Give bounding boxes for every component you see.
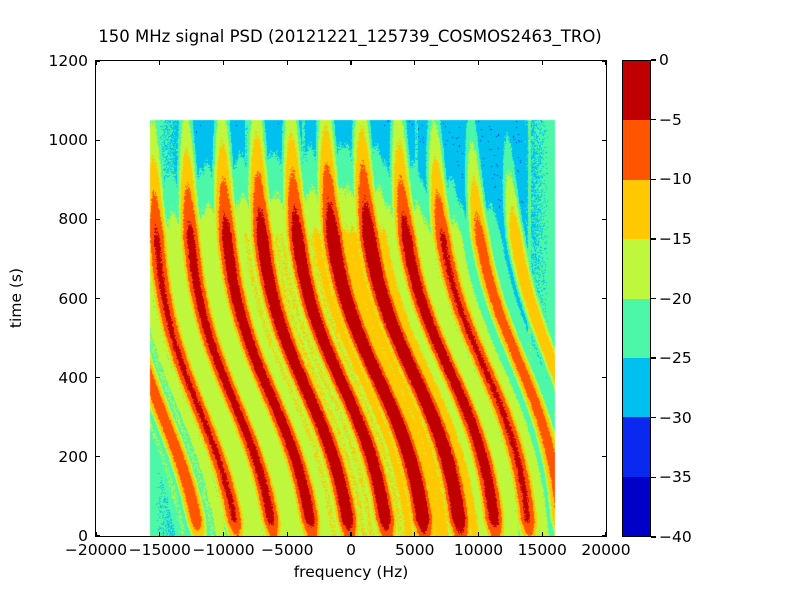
- y-tick-label: 400: [58, 368, 88, 387]
- y-tick: [95, 60, 100, 62]
- y-tick-right: [602, 218, 607, 220]
- colorbar-tick: [651, 118, 656, 121]
- x-tick-top: [414, 60, 416, 65]
- colorbar-tick: [651, 297, 656, 300]
- colorbar[interactable]: [622, 60, 651, 537]
- x-tick-label: −15000: [128, 541, 191, 559]
- x-tick-top: [159, 60, 161, 65]
- y-tick: [95, 456, 100, 458]
- spectrogram-heatmap[interactable]: [96, 61, 606, 536]
- colorbar-tick: [651, 476, 656, 479]
- colorbar-tick-label: 0: [659, 51, 669, 69]
- y-tick: [95, 297, 100, 300]
- x-tick-label: −5000: [261, 541, 314, 559]
- y-tick: [95, 139, 100, 141]
- colorbar-band: [623, 120, 650, 180]
- colorbar-tick: [651, 357, 656, 359]
- x-tick-label: 20000: [581, 541, 631, 559]
- y-tick-right: [602, 139, 607, 141]
- y-tick-right: [602, 60, 607, 62]
- x-tick: [159, 532, 161, 537]
- x-tick: [350, 532, 352, 537]
- x-tick: [605, 532, 607, 537]
- colorbar-band: [623, 239, 650, 299]
- x-tick-top: [605, 60, 607, 65]
- colorbar-tick-label: −25: [659, 349, 692, 368]
- y-tick-right: [602, 297, 607, 300]
- colorbar-tick-label: −10: [659, 170, 692, 189]
- page-title: 150 MHz signal PSD (20121221_125739_COSM…: [98, 27, 602, 46]
- x-tick-label: −10000: [192, 541, 255, 559]
- y-axis-label: time (s): [7, 267, 25, 329]
- y-tick-label: 0: [78, 527, 88, 545]
- x-tick: [222, 532, 225, 537]
- y-tick-label: 1200: [48, 52, 88, 70]
- colorbar-tick: [651, 178, 656, 180]
- x-tick-top: [95, 60, 97, 65]
- y-tick-label: 1000: [48, 131, 88, 150]
- colorbar-tick-label: −20: [659, 289, 692, 308]
- colorbar-band: [623, 357, 650, 418]
- x-tick: [414, 532, 416, 537]
- colorbar-tick-label: −40: [659, 528, 692, 546]
- colorbar-tick: [651, 59, 656, 61]
- x-axis-label: frequency (Hz): [293, 563, 409, 581]
- x-tick-label: 10000: [453, 541, 504, 559]
- colorbar-tick: [651, 536, 656, 538]
- x-tick: [286, 532, 288, 537]
- y-tick: [95, 218, 100, 220]
- y-tick-label: 200: [58, 447, 88, 466]
- colorbar-tick-label: −5: [659, 110, 682, 129]
- x-tick-top: [350, 60, 352, 65]
- colorbar-band: [623, 417, 650, 477]
- x-tick: [477, 532, 480, 537]
- colorbar-tick: [651, 238, 656, 240]
- x-tick-top: [222, 60, 225, 65]
- x-tick: [541, 532, 543, 537]
- y-tick: [95, 535, 100, 537]
- x-tick-label: 0: [346, 541, 356, 559]
- x-tick-top: [286, 60, 288, 65]
- x-tick-top: [477, 60, 480, 65]
- x-tick-label: −20000: [64, 541, 128, 559]
- y-tick-right: [602, 377, 607, 379]
- y-tick-right: [602, 456, 607, 458]
- colorbar-band: [623, 61, 650, 121]
- x-tick: [95, 532, 97, 537]
- y-tick-label: 600: [58, 289, 88, 308]
- x-tick-top: [541, 60, 543, 65]
- x-tick-label: 5000: [395, 541, 435, 559]
- colorbar-tick-label: −15: [659, 229, 692, 248]
- y-tick-label: 800: [58, 210, 88, 229]
- colorbar-tick-label: −35: [659, 468, 692, 487]
- colorbar-band: [623, 298, 650, 358]
- y-tick-right: [602, 535, 607, 537]
- x-tick-label: 15000: [517, 541, 567, 559]
- colorbar-band: [623, 476, 650, 536]
- y-tick: [95, 377, 100, 379]
- colorbar-tick-label: −30: [659, 408, 692, 427]
- colorbar-band: [623, 179, 650, 240]
- colorbar-tick: [651, 417, 656, 419]
